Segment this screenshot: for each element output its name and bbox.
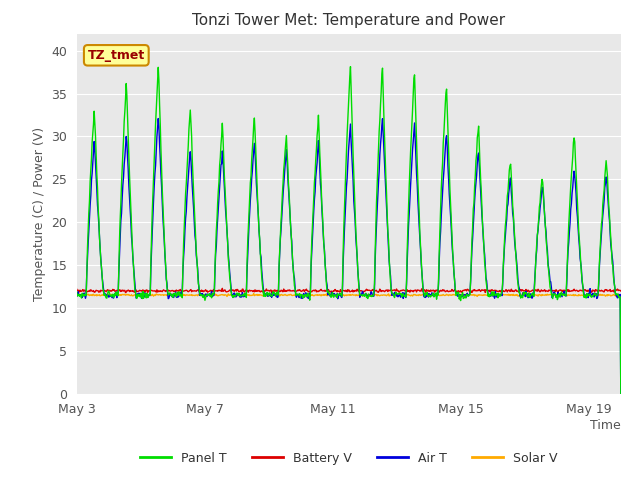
X-axis label: Time: Time <box>590 419 621 432</box>
Legend: Panel T, Battery V, Air T, Solar V: Panel T, Battery V, Air T, Solar V <box>135 447 563 469</box>
Title: Tonzi Tower Met: Temperature and Power: Tonzi Tower Met: Temperature and Power <box>192 13 506 28</box>
Text: TZ_tmet: TZ_tmet <box>88 49 145 62</box>
Y-axis label: Temperature (C) / Power (V): Temperature (C) / Power (V) <box>33 127 45 300</box>
